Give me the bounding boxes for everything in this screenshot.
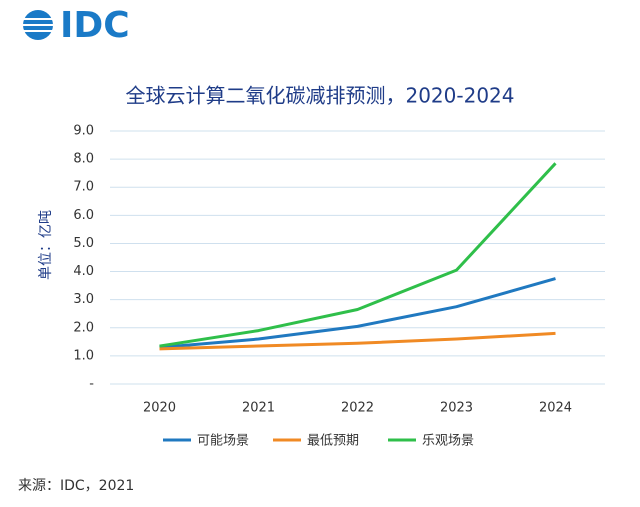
series-line: [159, 277, 556, 349]
series-line: [159, 162, 557, 348]
y-tick-label: 9.0: [73, 124, 94, 139]
logo-icon: [22, 10, 54, 40]
legend-label: 可能场景: [197, 434, 249, 449]
logo: IDC: [60, 5, 130, 46]
x-tick-label: 2022: [341, 401, 374, 416]
x-tick-label: 2024: [539, 401, 572, 416]
y-tick-label: 2.0: [73, 320, 94, 335]
y-tick-label: 1.0: [73, 348, 94, 363]
y-axis-label: 单位：亿吨: [38, 210, 54, 280]
y-tick-label: 6.0: [73, 208, 94, 223]
source: 来源：IDC，2021: [18, 478, 134, 494]
y-tick-label: 8.0: [73, 152, 94, 167]
y-tick-label: 5.0: [73, 236, 94, 251]
legend-label: 乐观场景: [422, 434, 474, 449]
series-line: [159, 331, 556, 351]
y-tick-label: 7.0: [73, 180, 94, 195]
y-tick-label: 4.0: [73, 264, 94, 279]
x-tick-label: 2023: [440, 401, 473, 416]
chart-title: 全球云计算二氧化碳减排预测，2020-2024: [125, 84, 514, 108]
x-tick-label: 2021: [242, 401, 275, 416]
legend-label: 最低预期: [307, 434, 359, 449]
y-tick-label: 3.0: [73, 292, 94, 307]
y-tick-label: -: [89, 377, 94, 392]
x-tick-label: 2020: [143, 401, 176, 416]
